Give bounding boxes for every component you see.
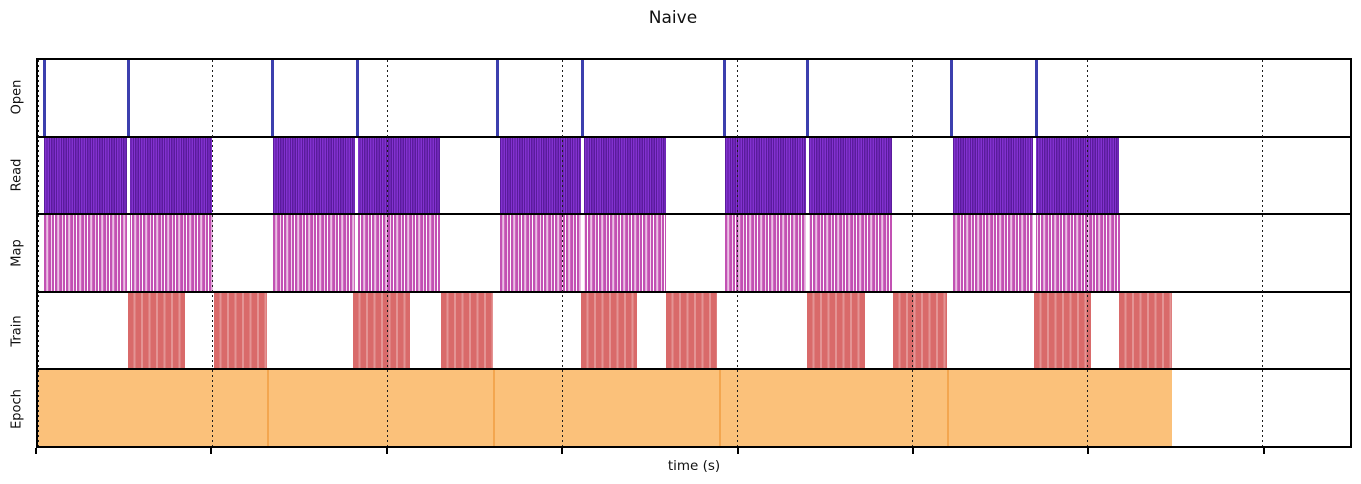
train-block bbox=[893, 291, 948, 369]
open-event-line bbox=[127, 60, 131, 138]
epoch-segment bbox=[718, 368, 948, 446]
track-separator bbox=[38, 290, 1350, 293]
map-gap bbox=[127, 214, 131, 292]
gridline bbox=[1261, 60, 1263, 446]
train-block bbox=[1033, 291, 1091, 369]
track-row-train bbox=[38, 291, 1350, 369]
open-event-line bbox=[496, 60, 500, 138]
read-gap bbox=[580, 137, 584, 215]
train-block bbox=[353, 291, 410, 369]
map-block bbox=[953, 214, 1120, 292]
epoch-segment bbox=[947, 368, 1173, 446]
y-axis-label-read: Read bbox=[9, 158, 25, 192]
open-event-line bbox=[806, 60, 810, 138]
x-tick bbox=[35, 448, 37, 454]
x-tick bbox=[561, 448, 564, 454]
x-axis-label: time (s) bbox=[667, 458, 721, 474]
track-row-open bbox=[38, 60, 1350, 138]
track-row-epoch bbox=[38, 368, 1350, 446]
train-block bbox=[806, 291, 865, 369]
read-gap bbox=[1033, 137, 1037, 215]
x-tick bbox=[1087, 448, 1090, 454]
open-event-line bbox=[949, 60, 953, 138]
open-event-line bbox=[42, 60, 46, 138]
open-event-line bbox=[723, 60, 727, 138]
epoch-segment bbox=[38, 368, 268, 446]
track-separator bbox=[38, 136, 1350, 139]
gridline bbox=[911, 60, 913, 446]
track-row-map bbox=[38, 214, 1350, 292]
x-tick bbox=[736, 448, 739, 454]
epoch-segment bbox=[267, 368, 493, 446]
plot-area bbox=[36, 58, 1352, 448]
open-event-line bbox=[355, 60, 359, 138]
map-gap bbox=[806, 214, 810, 292]
track-separator bbox=[38, 367, 1350, 370]
map-gap bbox=[1033, 214, 1037, 292]
open-event-line bbox=[271, 60, 275, 138]
train-block bbox=[214, 291, 267, 369]
x-axis-ticks bbox=[35, 446, 1352, 456]
train-block bbox=[666, 291, 718, 369]
track-row-read bbox=[38, 137, 1350, 215]
read-gap bbox=[355, 137, 359, 215]
map-gap bbox=[580, 214, 584, 292]
open-event-line bbox=[1034, 60, 1038, 138]
gridline bbox=[736, 60, 738, 446]
train-block bbox=[581, 291, 638, 369]
train-block bbox=[127, 291, 185, 369]
gridline bbox=[387, 60, 389, 446]
gridline bbox=[1086, 60, 1088, 446]
track-separator bbox=[38, 213, 1350, 216]
epoch-segment bbox=[492, 368, 719, 446]
train-block bbox=[440, 291, 493, 369]
y-axis-label-train: Train bbox=[9, 315, 25, 347]
x-tick bbox=[210, 448, 213, 454]
y-axis-label-epoch: Epoch bbox=[9, 389, 25, 429]
x-tick bbox=[1262, 448, 1265, 454]
plot-canvas bbox=[38, 60, 1350, 446]
gridline bbox=[562, 60, 564, 446]
x-tick bbox=[911, 448, 914, 454]
gridline bbox=[38, 60, 39, 446]
chart-title: Naive bbox=[648, 8, 698, 28]
open-event-line bbox=[580, 60, 584, 138]
read-gap bbox=[127, 137, 131, 215]
gridline bbox=[212, 60, 214, 446]
train-block bbox=[1118, 291, 1173, 369]
y-axis-label-open: Open bbox=[9, 79, 25, 115]
y-axis-label-map: Map bbox=[9, 239, 25, 267]
read-gap bbox=[806, 137, 810, 215]
x-tick bbox=[385, 448, 388, 454]
map-gap bbox=[355, 214, 359, 292]
